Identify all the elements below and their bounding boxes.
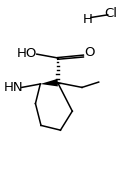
Text: HN: HN [4, 81, 24, 94]
Text: H: H [83, 13, 93, 26]
Polygon shape [40, 79, 58, 86]
Text: O: O [84, 46, 95, 59]
Text: HO: HO [17, 47, 37, 60]
Text: Cl: Cl [105, 7, 118, 20]
